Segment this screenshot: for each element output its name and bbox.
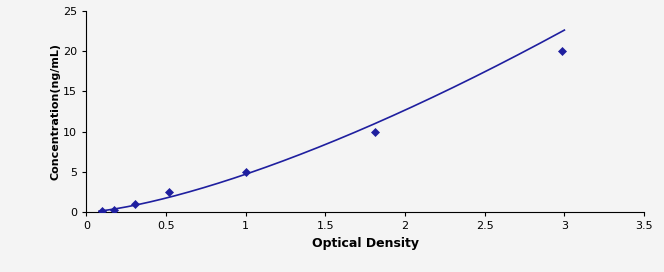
Y-axis label: Concentration(ng/mL): Concentration(ng/mL) [50, 43, 60, 180]
X-axis label: Optical Density: Optical Density [311, 237, 419, 250]
